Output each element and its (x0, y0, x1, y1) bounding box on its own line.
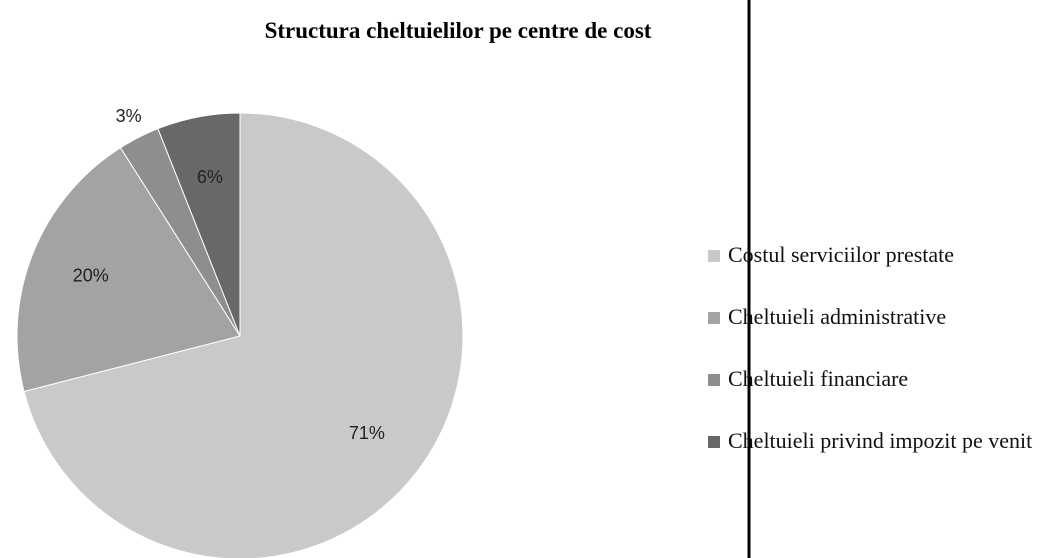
chart-title: Structura cheltuielilor pe centre de cos… (265, 18, 652, 43)
legend-item: Costul serviciilor prestate (706, 242, 1051, 268)
pie-slice (16, 147, 241, 393)
data-label: 6% (197, 167, 223, 187)
legend-item: Cheltuieli financiare (706, 366, 1051, 392)
legend-swatch (708, 374, 720, 386)
data-label: 20% (73, 266, 109, 286)
data-label: 3% (116, 106, 142, 126)
legend-item: Cheltuieli privind impozit pe venit (706, 428, 1051, 454)
legend-label: Cheltuieli financiare (728, 366, 909, 391)
legend-item: Cheltuieli administrative (706, 304, 1051, 330)
legend-label: Costul serviciilor prestate (728, 242, 955, 267)
legend-label: Cheltuieli administrative (728, 304, 947, 329)
legend-label: Cheltuieli privind impozit pe venit (728, 428, 1033, 453)
legend-swatch (708, 250, 720, 262)
pie-slice (157, 112, 241, 337)
legend: Costul serviciilor prestate Cheltuieli ad… (706, 242, 1051, 490)
data-label: 71% (349, 423, 385, 443)
legend-swatch (708, 436, 720, 448)
pie-slice (23, 112, 464, 558)
legend-swatch (708, 312, 720, 324)
